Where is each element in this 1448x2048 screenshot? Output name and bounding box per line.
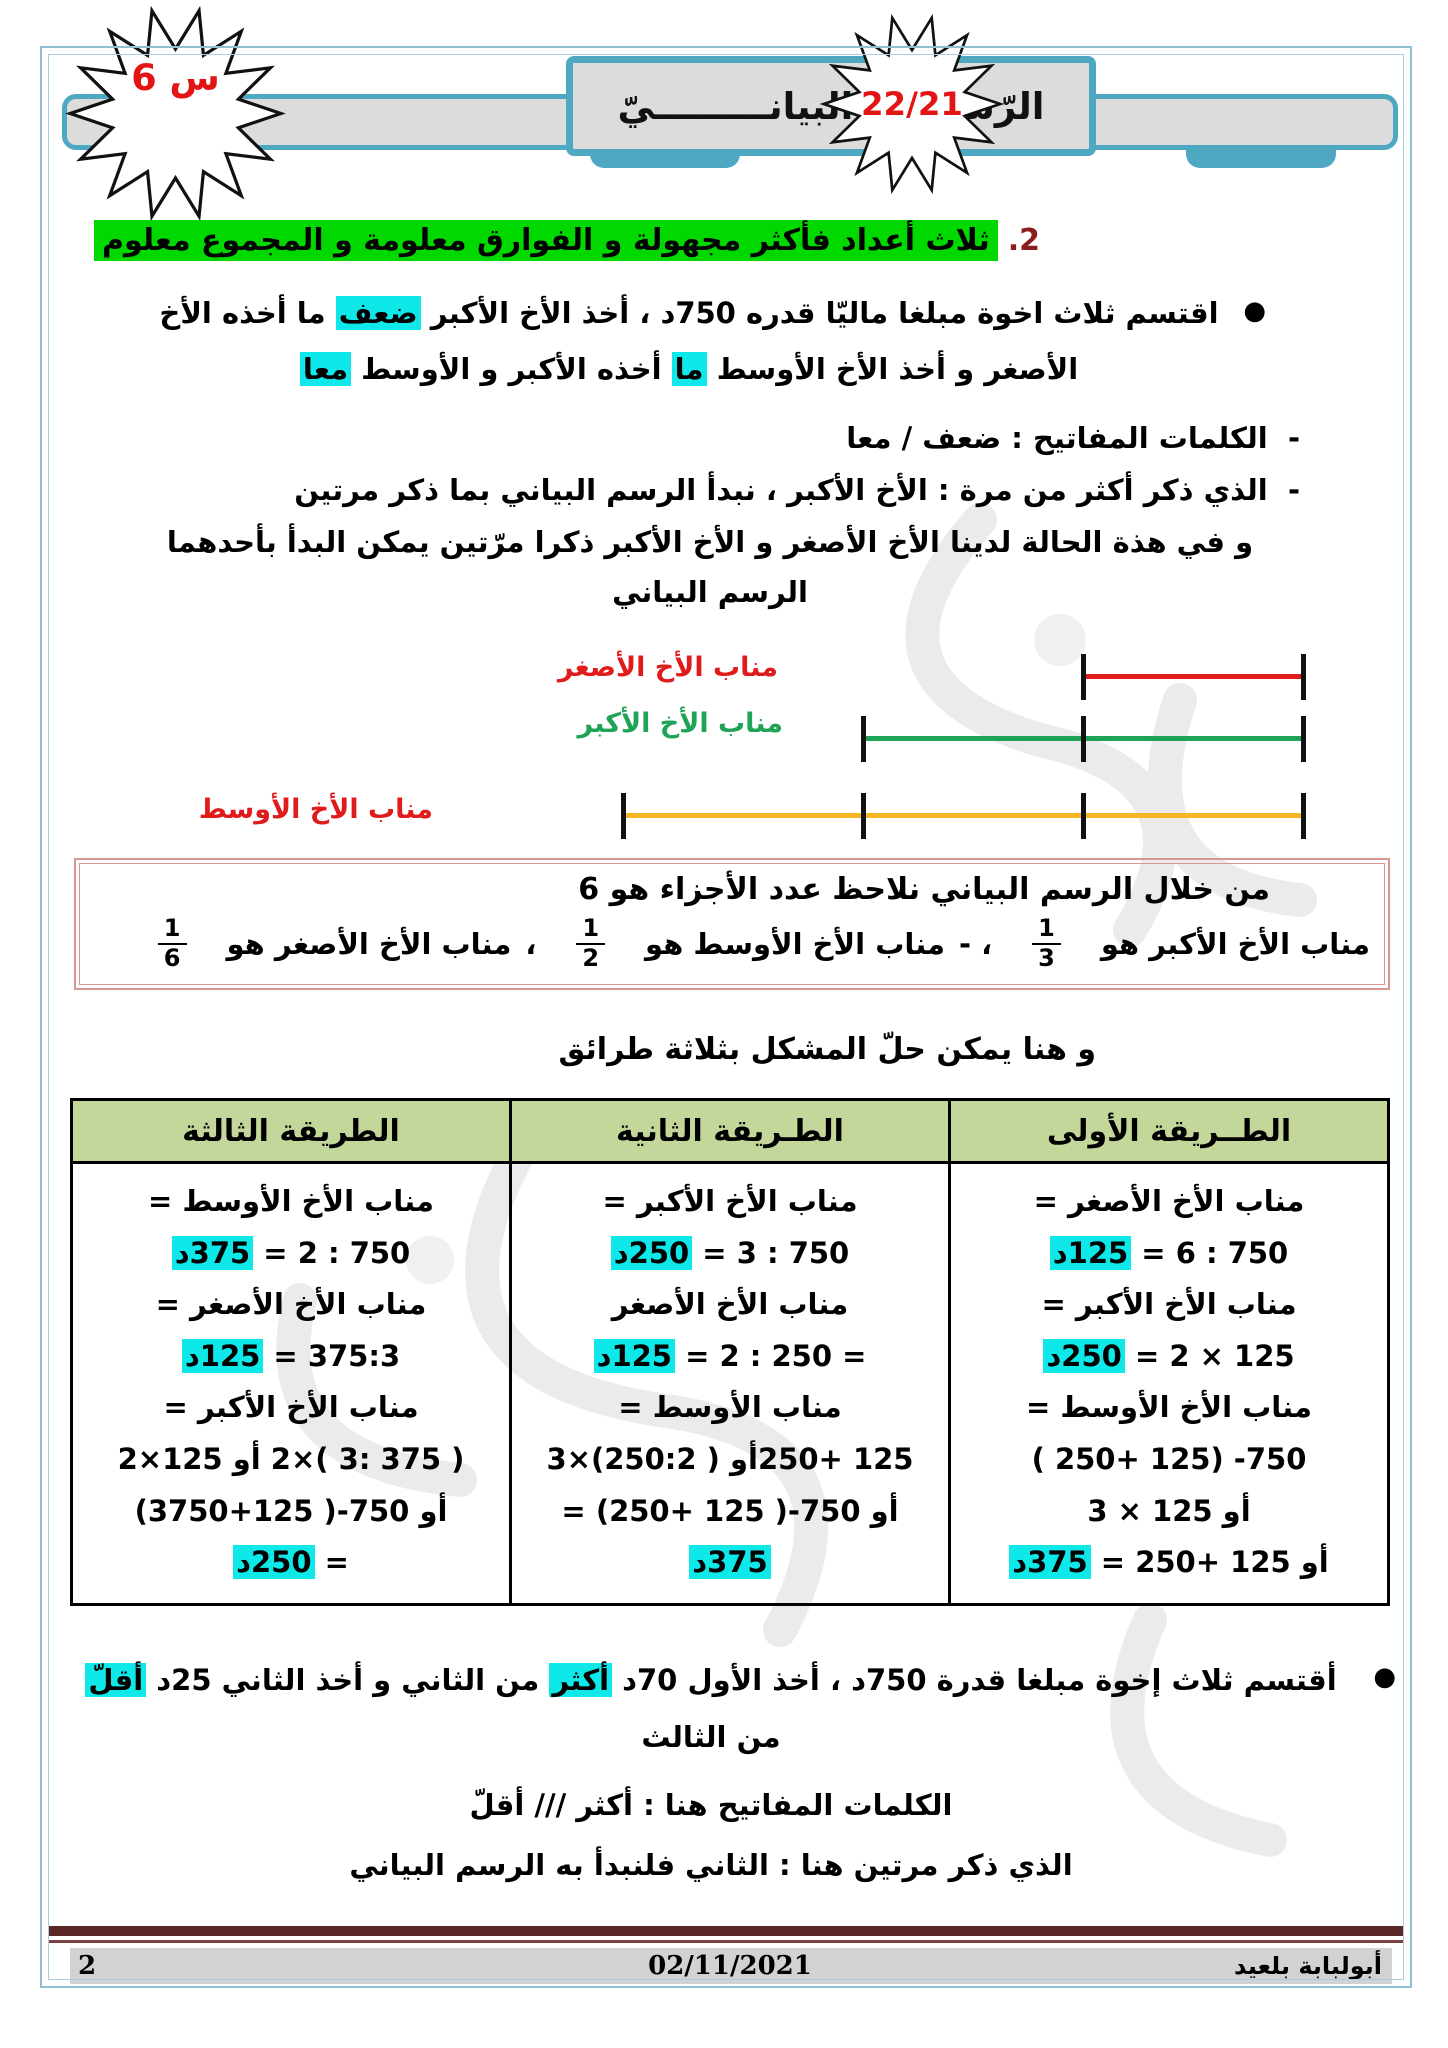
- tick-mark: [1301, 793, 1306, 839]
- method1-cell: مناب الأخ الأصغر = 750 : 6 = 125د مناب الأ…: [948, 1161, 1390, 1606]
- tick-mark: [1081, 793, 1086, 839]
- footer-author: أبولبابة بلعيد: [1233, 1952, 1382, 1980]
- section-title: ثلاث أعداد فأكثر مجهولة و الفوارق معلومة…: [94, 220, 998, 261]
- table-header-method2: الطـريقة الثانية: [509, 1098, 951, 1164]
- youngest-share-text: مناب الأخ الأصغر هو: [226, 926, 512, 961]
- youngest-share-bar: [1083, 674, 1303, 679]
- problem2-keywords: الكلمات المفاتيح هنا : أكثر /// أقلّ: [469, 1788, 953, 1822]
- grade-badge-label: س 6: [131, 56, 220, 99]
- ribbon-tab-right: [1186, 148, 1336, 168]
- note-repeated: - الذي ذكر أكثر من مرة : الأخ الأكبر ، ن…: [294, 473, 1300, 507]
- methods-intro: و هنا يمكن حلّ المشكل بثلاثة طرائق: [558, 1032, 1096, 1067]
- grade-starburst: س 6: [58, 6, 293, 221]
- middle-share-text: مناب الأخ الأوسط هو: [645, 926, 946, 961]
- tick-mark: [1301, 654, 1306, 700]
- year-starburst: 22/21: [812, 14, 1012, 194]
- starburst-shape: [65, 6, 286, 221]
- tick-mark: [1081, 716, 1086, 762]
- bullet-icon: ●: [1373, 1662, 1396, 1692]
- method3-cell: مناب الأخ الأوسط = 750 : 2 = 375د مناب الأ…: [70, 1161, 512, 1606]
- footer-date: 02/11/2021: [648, 1951, 812, 1981]
- starburst-shape: [819, 14, 1005, 194]
- table-header-method1: الطــريقة الأولى: [948, 1098, 1390, 1164]
- note-keywords: - الكلمات المفاتيح : ضعف / معا: [846, 421, 1300, 455]
- footer-rule: [48, 1926, 1404, 1936]
- tick-mark: [861, 716, 866, 762]
- table-header-method3: الطريقة الثالثة: [70, 1098, 512, 1164]
- share-diagram: مناب الأخ الأصغر مناب الأخ الأكبر مناب ا…: [0, 648, 1448, 858]
- methods-table: الطــريقة الأولى الطـريقة الثانية الطريق…: [70, 1098, 1390, 1606]
- method2-cell: مناب الأخ الأكبر = 750 : 3 = 250د مناب الأ…: [509, 1161, 951, 1606]
- section-number: 2.: [1007, 223, 1040, 258]
- eldest-share-text: مناب الأخ الأكبر هو: [1100, 926, 1370, 961]
- tick-mark: [1301, 716, 1306, 762]
- middle-share-bar: [623, 813, 1303, 818]
- note-case: و في هذة الحالة لدينا الأخ الأصغر و الأخ…: [166, 525, 1254, 559]
- tick-mark: [861, 793, 866, 839]
- section-heading: 2. ثلاث أعداد فأكثر مجهولة و الفوارق معل…: [94, 220, 1040, 261]
- footer-page-number: 2: [77, 1951, 97, 1981]
- footer: أبولبابة بلعيد 02/11/2021 2: [70, 1948, 1392, 1984]
- problem1-text: اقتسم ثلاث اخوة مبلغا ماليّا قدره 750د ،…: [159, 296, 1219, 386]
- problem2-repeated: الذي ذكر مرتين هنا : الثاني فلنبدأ به ال…: [349, 1848, 1073, 1882]
- table-row: مناب الأخ الأصغر = 750 : 6 = 125د مناب الأ…: [70, 1161, 1390, 1606]
- tick-mark: [1081, 654, 1086, 700]
- footer-rule-thin: [48, 1940, 1404, 1943]
- conclusion-line1: من خلال الرسم البياني نلاحظ عدد الأجزاء …: [578, 872, 1270, 907]
- note-diagram-caption: الرسم البياني: [612, 575, 808, 609]
- diagram-label-middle: مناب الأخ الأوسط: [198, 794, 433, 825]
- tick-mark: [621, 793, 626, 839]
- problem2-text: أقتسم ثلاث إخوة مبلغا قدرة 750د ، أخذ ال…: [60, 1652, 1362, 1765]
- year-badge-label: 22/21: [861, 85, 963, 123]
- diagram-label-youngest: مناب الأخ الأصغر: [557, 652, 778, 683]
- conclusion-box: من خلال الرسم البياني نلاحظ عدد الأجزاء …: [74, 858, 1390, 991]
- diagram-label-eldest: مناب الأخ الأكبر: [577, 708, 783, 739]
- problem1-notes: - الكلمات المفاتيح : ضعف / معا - الذي ذك…: [120, 424, 1300, 628]
- bullet-icon: ●: [1243, 296, 1266, 326]
